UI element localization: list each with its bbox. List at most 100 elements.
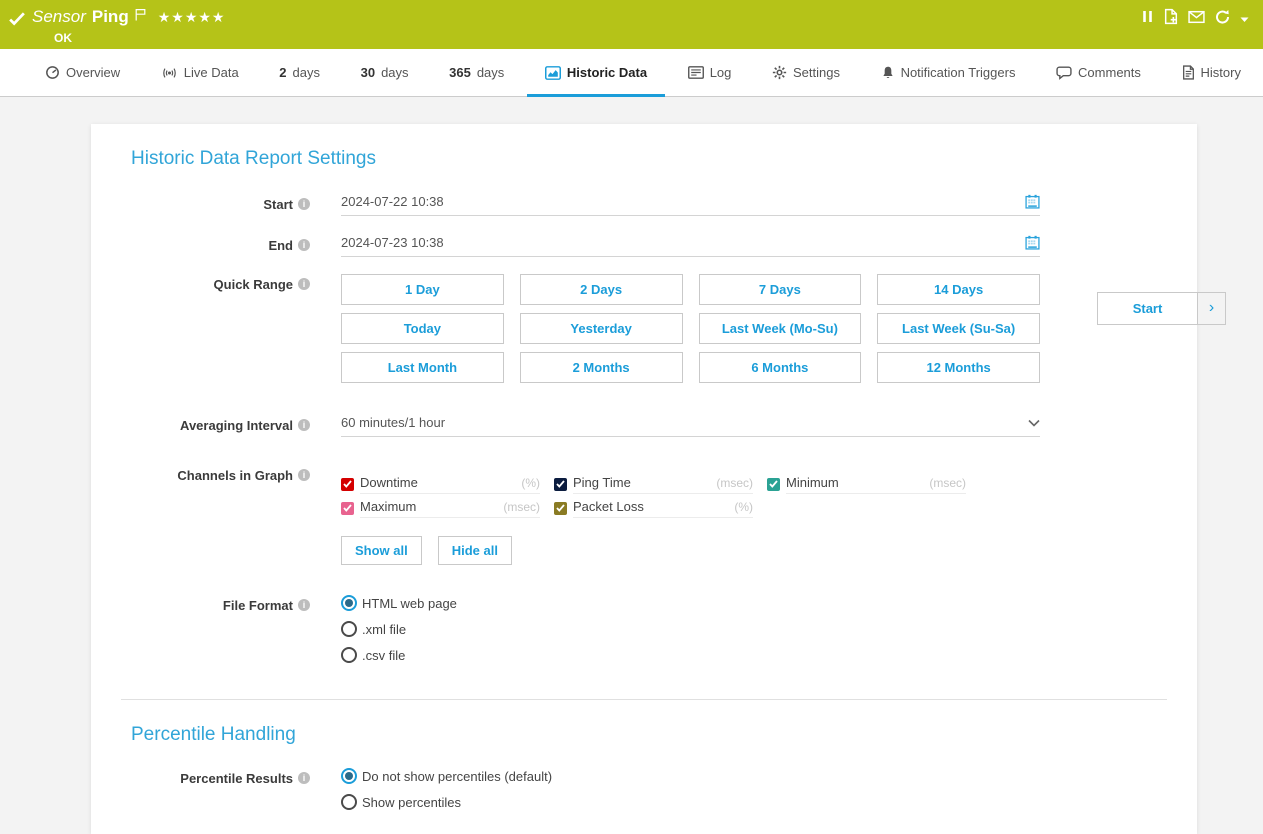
quick-range-6-months[interactable]: 6 Months <box>698 352 862 383</box>
info-icon[interactable]: i <box>298 469 310 481</box>
section-title-historic: Historic Data Report Settings <box>131 148 376 169</box>
file-format-option-label[interactable]: HTML web page <box>362 595 457 611</box>
tab-log[interactable]: Log <box>687 49 732 96</box>
file-format-option-label[interactable]: .csv file <box>362 647 406 663</box>
tab-settings[interactable]: Settings <box>772 49 840 96</box>
quick-range-12-months[interactable]: 12 Months <box>877 352 1040 383</box>
tab-number: 30 <box>360 65 376 80</box>
tab-notification-triggers[interactable]: Notification Triggers <box>881 49 1015 96</box>
channel-unit: (%) <box>521 475 540 490</box>
quick-range-2-days[interactable]: 2 Days <box>519 274 683 305</box>
info-icon[interactable]: i <box>298 419 310 431</box>
channel-field: Ping Time (msec) <box>573 475 753 494</box>
end-datetime-value: 2024-07-23 10:38 <box>341 235 444 250</box>
channel-name: Downtime <box>360 474 418 490</box>
tab-overview[interactable]: Overview <box>45 49 120 96</box>
percentile-options: Do not show percentiles (default) Show pe… <box>341 768 1040 820</box>
quick-range-1-day[interactable]: 1 Day <box>341 274 504 305</box>
file-format-option: .csv file <box>341 647 1040 663</box>
log-icon <box>687 66 704 79</box>
quick-range-row: Quick Range i 1 Day 2 Days 7 Days 14 Days Tod… <box>131 274 1157 391</box>
checkbox-downtime[interactable] <box>341 477 354 491</box>
start-report-button[interactable]: Start › <box>1097 292 1226 325</box>
start-datetime-input[interactable]: 2024-07-22 10:38 <box>341 194 1040 216</box>
percentile-option-label[interactable]: Show percentiles <box>362 794 461 810</box>
channel-name: Packet Loss <box>573 498 644 514</box>
quick-range-14-days[interactable]: 14 Days <box>877 274 1040 305</box>
tab-label: Historic Data <box>566 65 648 80</box>
sensor-status-badge: OK <box>54 31 72 45</box>
status-check-icon <box>9 10 25 27</box>
quick-range-last-week-su-sa[interactable]: Last Week (Su-Sa) <box>877 313 1040 344</box>
show-all-button[interactable]: Show all <box>341 536 422 565</box>
file-format-row: File Format i HTML web page .xml file .csv … <box>131 595 1157 673</box>
report-icon[interactable] <box>1163 8 1179 25</box>
flag-icon[interactable] <box>135 6 146 23</box>
pause-icon[interactable] <box>1141 8 1154 25</box>
end-datetime-input[interactable]: 2024-07-23 10:38 <box>341 235 1040 257</box>
percentile-option: Show percentiles <box>341 794 1040 810</box>
percentile-radio-show-percentiles[interactable] <box>341 794 357 810</box>
email-icon[interactable] <box>1188 8 1205 25</box>
info-icon[interactable]: i <box>298 599 310 611</box>
tab-live-data[interactable]: Live Data <box>161 49 239 96</box>
percentile-row: Percentile Results i Do not show percenti… <box>131 768 1157 820</box>
channel-field: Minimum (msec) <box>786 475 966 494</box>
checkbox-maximum[interactable] <box>341 501 354 515</box>
quick-range-7-days[interactable]: 7 Days <box>698 274 862 305</box>
quick-range-buttons: 1 Day 2 Days 7 Days 14 Days Today Yesterday La… <box>341 274 1040 391</box>
tab-historic-data[interactable]: Historic Data <box>526 49 666 97</box>
dropdown-caret-icon[interactable] <box>1240 8 1249 25</box>
gear-icon <box>772 65 787 80</box>
file-format-option: .xml file <box>341 621 1040 637</box>
quick-range-last-week-mo-su[interactable]: Last Week (Mo-Su) <box>698 313 862 344</box>
refresh-icon[interactable] <box>1214 8 1231 25</box>
tab-comments[interactable]: Comments <box>1056 49 1141 96</box>
quick-range-yesterday[interactable]: Yesterday <box>519 313 683 344</box>
percentile-radio-do-not-show-percentiles-default[interactable] <box>341 768 357 784</box>
quick-range-2-months[interactable]: 2 Months <box>519 352 683 383</box>
section-title-percentile: Percentile Handling <box>131 724 296 745</box>
chevron-down-icon[interactable] <box>1028 419 1040 427</box>
channel-field: Packet Loss (%) <box>573 499 753 518</box>
tab-history[interactable]: History <box>1182 49 1241 96</box>
info-icon[interactable]: i <box>298 239 310 251</box>
sensor-title-line: Sensor Ping ★★★★★ <box>32 7 225 27</box>
hide-all-button[interactable]: Hide all <box>437 536 512 565</box>
tab-365-days[interactable]: 365 days <box>449 49 504 96</box>
sensor-name: Ping <box>91 7 129 26</box>
priority-stars[interactable]: ★★★★★ <box>157 8 226 25</box>
tab-label: History <box>1200 65 1241 80</box>
tab-2-days[interactable]: 2 days <box>279 49 320 96</box>
tab-30-days[interactable]: 30 days <box>361 49 409 96</box>
file-format-option-label[interactable]: .xml file <box>362 621 407 637</box>
tab-bar: Overview Live Data 2 days 30 days 365 days Histo… <box>0 49 1263 97</box>
info-icon[interactable]: i <box>298 772 310 784</box>
calendar-icon[interactable] <box>1025 194 1040 209</box>
checkbox-minimum[interactable] <box>767 477 780 491</box>
checkbox-ping-time[interactable] <box>554 477 567 491</box>
file-format-radio-csv-file[interactable] <box>341 647 357 663</box>
channel-downtime: Downtime (%) <box>341 472 540 496</box>
percentile-option-label[interactable]: Do not show percentiles (default) <box>362 768 553 784</box>
page-content: Historic Data Report Settings Start i 202… <box>0 97 1263 834</box>
channel-unit: (msec) <box>503 499 540 514</box>
comment-icon <box>1056 65 1072 80</box>
channels-control: Downtime (%) Ping Time (msec) Minimum (msec) M… <box>341 465 1040 565</box>
sensor-header-bar: Sensor Ping ★★★★★ OK <box>0 0 1263 49</box>
file-format-radio-html-web-page[interactable] <box>341 595 357 611</box>
averaging-interval-select[interactable]: 60 minutes/1 hour <box>341 415 1040 437</box>
tab-label: Log <box>709 65 732 80</box>
gauge-icon <box>45 65 60 80</box>
channel-unit: (msec) <box>716 475 753 490</box>
start-chevron-icon[interactable]: › <box>1197 292 1226 325</box>
checkbox-packet-loss[interactable] <box>554 501 567 515</box>
file-format-radio-xml-file[interactable] <box>341 621 357 637</box>
info-icon[interactable]: i <box>298 278 310 290</box>
start-report-label[interactable]: Start <box>1097 292 1197 325</box>
info-icon[interactable]: i <box>298 198 310 210</box>
quick-range-today[interactable]: Today <box>341 313 504 344</box>
averaging-row: Averaging Interval i 60 minutes/1 hour <box>131 415 1157 437</box>
quick-range-last-month[interactable]: Last Month <box>341 352 504 383</box>
calendar-icon[interactable] <box>1025 235 1040 250</box>
